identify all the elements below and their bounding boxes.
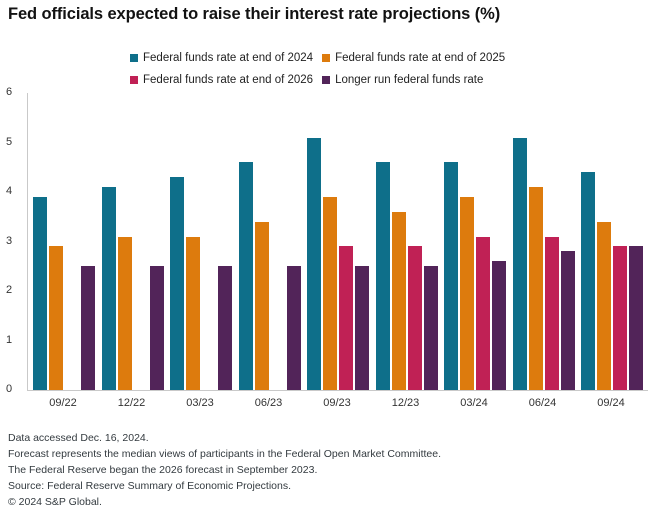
- bar-group-12-22: [101, 93, 164, 390]
- bar: [81, 266, 95, 390]
- legend-swatch-longer-run-icon: [322, 76, 331, 84]
- y-axis-tick-label: 4: [5, 185, 13, 197]
- legend-item-ffr-2026: Federal funds rate at end of 2026: [130, 74, 313, 86]
- bar: [186, 237, 200, 390]
- x-axis-tick-label: 09/24: [597, 397, 625, 409]
- bar: [33, 197, 47, 390]
- x-axis-tick-label: 09/23: [323, 397, 351, 409]
- legend-swatch-ffr-2024-icon: [130, 54, 138, 62]
- y-axis-tick-label: 2: [5, 284, 13, 296]
- bar: [238, 162, 253, 390]
- x-axis-tick-label: 12/23: [391, 397, 420, 409]
- x-axis-tick-label: 03/24: [460, 397, 488, 409]
- bar: [629, 246, 643, 390]
- bar-series-area: [28, 93, 648, 390]
- bar: [597, 222, 611, 390]
- bar: [375, 162, 390, 390]
- y-axis-tick-label: 6: [5, 86, 13, 98]
- bar: [423, 266, 438, 390]
- x-axis-tick-label: 03/23: [186, 397, 214, 409]
- bar-group-12-23: [375, 93, 438, 390]
- x-axis-tick-label: 06/23: [254, 397, 283, 409]
- y-axis-tick-label: 5: [5, 135, 13, 148]
- bar: [581, 172, 595, 390]
- legend-label-ffr-2026: Federal funds rate at end of 2026: [143, 74, 314, 86]
- bar: [323, 197, 337, 390]
- bar-group-03-24: [444, 93, 506, 390]
- legend-item-ffr-2025: Federal funds rate at end of 2025: [322, 52, 505, 64]
- y-axis-tick-label: 0: [5, 383, 13, 395]
- y-axis-labels: 0 1 2 3 4 5 6: [0, 86, 18, 395]
- chart-title: Fed officials expected to raise their in…: [8, 5, 501, 23]
- bar: [391, 212, 406, 390]
- x-axis-labels: 09/22 12/22 03/23 06/23 09/23 12/23 03/24 06/24…: [27, 397, 647, 409]
- bar: [512, 138, 527, 390]
- footnote-forecast-note: Forecast represents the median views of …: [8, 448, 442, 460]
- bar: [339, 246, 353, 390]
- bar: [407, 246, 422, 390]
- footnote-copyright: © 2024 S&P Global.: [8, 496, 102, 508]
- footnote-2026-forecast-note: The Federal Reserve began the 2026 forec…: [8, 464, 318, 476]
- y-axis-tick-label: 1: [5, 333, 13, 346]
- bar: [460, 197, 474, 390]
- x-axis-tick-label: 12/22: [117, 397, 146, 409]
- bar-group-09-22: [33, 93, 95, 390]
- x-axis-tick-label: 06/24: [528, 397, 557, 409]
- legend-swatch-ffr-2026-icon: [130, 76, 138, 84]
- bar-group-09-23: [307, 93, 369, 390]
- bar: [492, 261, 506, 390]
- bar: [476, 237, 490, 390]
- bar-group-09-24: [581, 93, 643, 390]
- legend-row-1: Federal funds rate at end of 2024 Federa…: [130, 47, 514, 69]
- legend-label-ffr-2025: Federal funds rate at end of 2025: [335, 52, 506, 64]
- bar-group-03-23: [170, 93, 232, 390]
- bar: [101, 187, 116, 390]
- legend-row-2: Federal funds rate at end of 2026 Longer…: [130, 69, 514, 91]
- y-axis-tick-label: 3: [5, 234, 13, 247]
- bar-group-06-23: [238, 93, 301, 390]
- bar: [560, 251, 575, 390]
- bar: [355, 266, 369, 390]
- bar: [49, 246, 63, 390]
- bar: [170, 177, 184, 390]
- chart-legend: Federal funds rate at end of 2024 Federa…: [130, 47, 514, 91]
- bar: [444, 162, 458, 390]
- footnote-data-accessed: Data accessed Dec. 16, 2024.: [8, 432, 149, 444]
- bar: [117, 237, 132, 390]
- bar: [307, 138, 321, 390]
- bar: [254, 222, 269, 390]
- legend-label-ffr-2024: Federal funds rate at end of 2024: [143, 52, 314, 64]
- bar-group-06-24: [512, 93, 575, 390]
- footnotes: Data accessed Dec. 16, 2024. Forecast re…: [8, 430, 441, 510]
- legend-label-longer-run: Longer run federal funds rate: [335, 74, 484, 86]
- bar: [286, 266, 301, 390]
- bar: [218, 266, 232, 390]
- bar: [149, 266, 164, 390]
- legend-swatch-ffr-2025-icon: [322, 54, 331, 62]
- legend-item-longer-run: Longer run federal funds rate: [322, 74, 483, 86]
- bar: [544, 237, 559, 390]
- legend-item-ffr-2024: Federal funds rate at end of 2024: [130, 52, 313, 64]
- bar: [528, 187, 543, 390]
- footnote-source: Source: Federal Reserve Summary of Econo…: [8, 480, 292, 492]
- bar: [613, 246, 627, 390]
- x-axis-tick-label: 09/22: [49, 397, 77, 409]
- plot-area: [27, 93, 648, 391]
